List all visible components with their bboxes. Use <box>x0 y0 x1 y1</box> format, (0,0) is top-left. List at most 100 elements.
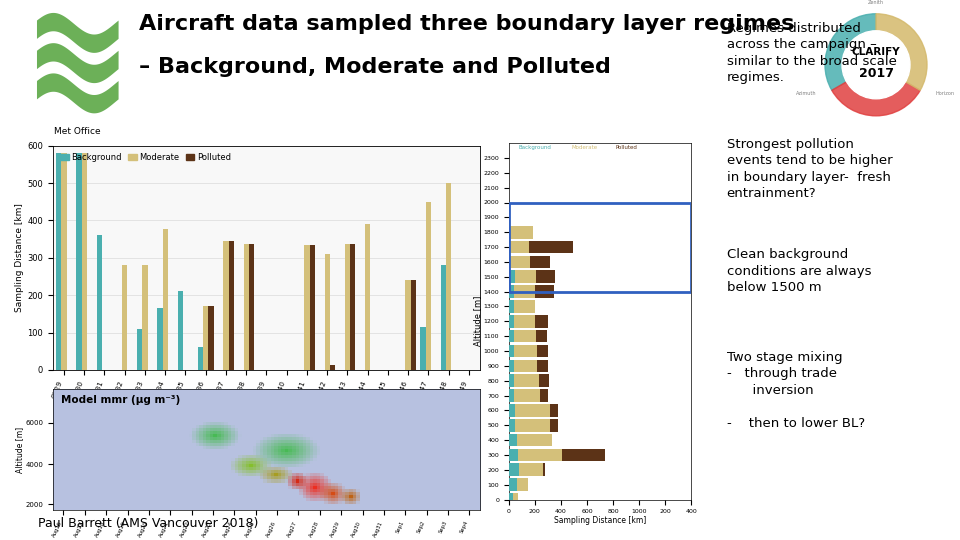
Bar <box>538 360 548 372</box>
Bar <box>224 241 228 370</box>
Text: CLARIFY: CLARIFY <box>852 48 900 57</box>
Bar <box>244 244 249 370</box>
Wedge shape <box>876 14 927 90</box>
X-axis label: Flight: Flight <box>252 405 280 415</box>
Bar <box>509 374 514 387</box>
Bar <box>324 254 330 370</box>
Bar <box>509 463 519 476</box>
X-axis label: Sampling Distance [km]: Sampling Distance [km] <box>554 516 646 525</box>
Bar <box>420 327 425 370</box>
Text: – Background, Moderate and Polluted: – Background, Moderate and Polluted <box>139 57 612 77</box>
Text: Background: Background <box>518 145 551 150</box>
Bar <box>365 224 371 370</box>
Wedge shape <box>825 14 876 90</box>
Bar <box>162 229 168 370</box>
Bar <box>345 244 350 370</box>
Bar <box>509 360 514 372</box>
Bar <box>516 419 550 431</box>
Bar <box>509 449 518 461</box>
Bar <box>529 241 573 253</box>
Bar <box>519 463 542 476</box>
Bar <box>405 280 411 370</box>
Text: Strongest pollution
events tend to be higher
in boundary layer-  fresh
entrainme: Strongest pollution events tend to be hi… <box>727 138 893 200</box>
Bar <box>350 244 355 370</box>
Legend: Background, Moderate, Polluted: Background, Moderate, Polluted <box>57 150 234 166</box>
Bar <box>142 265 148 370</box>
Bar <box>509 241 529 253</box>
Text: Moderate: Moderate <box>571 145 597 150</box>
Bar <box>446 183 451 370</box>
Bar <box>97 235 102 370</box>
Bar <box>56 153 61 370</box>
Bar <box>509 404 516 417</box>
Bar <box>441 265 446 370</box>
Bar <box>509 255 530 268</box>
Bar <box>514 285 535 298</box>
Bar <box>137 329 142 370</box>
Bar <box>516 404 550 417</box>
Bar <box>411 280 416 370</box>
Bar <box>538 345 548 357</box>
Bar <box>514 315 535 328</box>
Bar <box>509 226 533 239</box>
Bar <box>535 285 555 298</box>
Bar <box>509 285 514 298</box>
Bar <box>76 153 82 370</box>
Bar <box>178 292 182 370</box>
Bar <box>536 330 546 342</box>
Bar <box>509 345 514 357</box>
Bar <box>208 306 213 370</box>
Bar <box>509 419 516 431</box>
Bar <box>540 389 548 402</box>
Bar <box>516 434 552 447</box>
Bar <box>509 493 513 506</box>
Bar <box>509 300 514 313</box>
Bar <box>509 271 516 283</box>
Y-axis label: Sampling Distance [km]: Sampling Distance [km] <box>15 204 24 312</box>
Bar <box>516 271 536 283</box>
Text: Regimes distributed
across the campaign –
similar to the broad scale
regimes.: Regimes distributed across the campaign … <box>727 22 897 84</box>
Y-axis label: Altitude [m]: Altitude [m] <box>473 296 482 347</box>
Bar <box>203 306 208 370</box>
Bar <box>509 389 514 402</box>
Bar <box>514 374 539 387</box>
Bar <box>61 153 66 370</box>
Bar <box>536 271 555 283</box>
Text: Azimuth: Azimuth <box>796 91 816 96</box>
Bar <box>514 330 537 342</box>
Bar <box>518 449 563 461</box>
Bar <box>228 241 234 370</box>
Bar <box>157 308 162 370</box>
Text: Horizon: Horizon <box>936 91 954 96</box>
Y-axis label: Altitude [m]: Altitude [m] <box>14 427 24 472</box>
Bar <box>516 478 528 491</box>
Text: Model mmr (μg m⁻³): Model mmr (μg m⁻³) <box>61 395 180 405</box>
Wedge shape <box>831 82 921 116</box>
Bar <box>509 202 691 292</box>
Bar <box>330 364 335 370</box>
Bar <box>550 404 559 417</box>
Bar <box>542 463 545 476</box>
Circle shape <box>842 31 910 99</box>
Text: Polluted: Polluted <box>615 145 637 150</box>
Bar <box>509 434 516 447</box>
Text: Paul Barrett (AMS Vancouver 2018): Paul Barrett (AMS Vancouver 2018) <box>38 517 259 530</box>
Bar <box>513 493 518 506</box>
Bar <box>514 389 540 402</box>
Bar <box>539 374 549 387</box>
Text: Zenith: Zenith <box>868 0 884 5</box>
Text: Met Office: Met Office <box>54 127 101 137</box>
Bar <box>509 315 514 328</box>
Bar <box>509 478 516 491</box>
Bar <box>550 419 559 431</box>
Bar <box>509 330 514 342</box>
Bar <box>425 202 431 370</box>
Text: Clean background
conditions are always
below 1500 m: Clean background conditions are always b… <box>727 248 872 294</box>
Bar <box>514 345 538 357</box>
Bar <box>563 449 605 461</box>
Bar <box>535 315 548 328</box>
Bar <box>198 348 203 370</box>
Bar <box>82 153 86 370</box>
Text: Two stage mixing
-   through trade
      inversion

-    then to lower BL?: Two stage mixing - through trade inversi… <box>727 351 865 430</box>
Text: Aircraft data sampled three boundary layer regimes: Aircraft data sampled three boundary lay… <box>139 14 795 33</box>
